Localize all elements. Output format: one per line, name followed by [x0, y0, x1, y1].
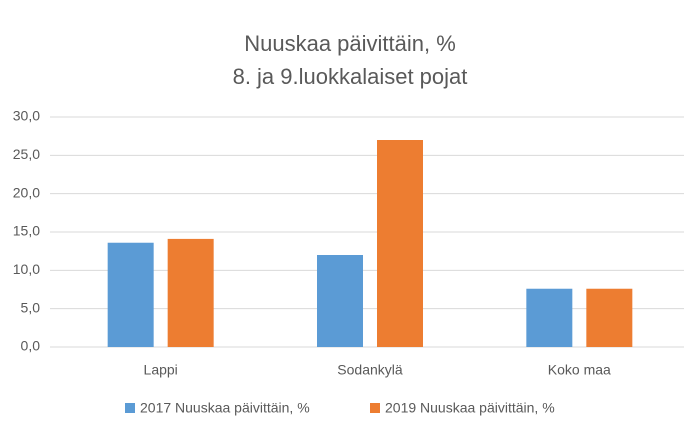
bar [377, 140, 423, 347]
y-tick-label: 20,0 [13, 184, 40, 200]
bar [107, 242, 154, 347]
y-tick-label: 0,0 [21, 338, 41, 354]
y-tick-label: 30,0 [13, 108, 40, 124]
y-tick-label: 10,0 [13, 261, 40, 277]
legend-label: 2019 Nuuskaa päivittäin, % [385, 400, 555, 416]
bar [526, 288, 573, 347]
legend-label: 2017 Nuuskaa päivittäin, % [140, 400, 310, 416]
y-tick-label: 5,0 [21, 299, 41, 315]
y-tick-label: 15,0 [13, 223, 40, 239]
x-tick-label: Lappi [144, 362, 178, 378]
bar [167, 238, 214, 347]
x-tick-label: Sodankylä [337, 362, 403, 378]
chart-subtitle: 8. ja 9.luokkalaiset pojat [233, 64, 468, 89]
x-tick-label: Koko maa [548, 362, 611, 378]
legend-swatch [370, 403, 380, 413]
y-tick-label: 25,0 [13, 146, 40, 162]
chart-title: Nuuskaa päivittäin, % [244, 31, 456, 56]
legend-swatch [125, 403, 135, 413]
bar [317, 255, 363, 347]
bar [586, 288, 633, 347]
